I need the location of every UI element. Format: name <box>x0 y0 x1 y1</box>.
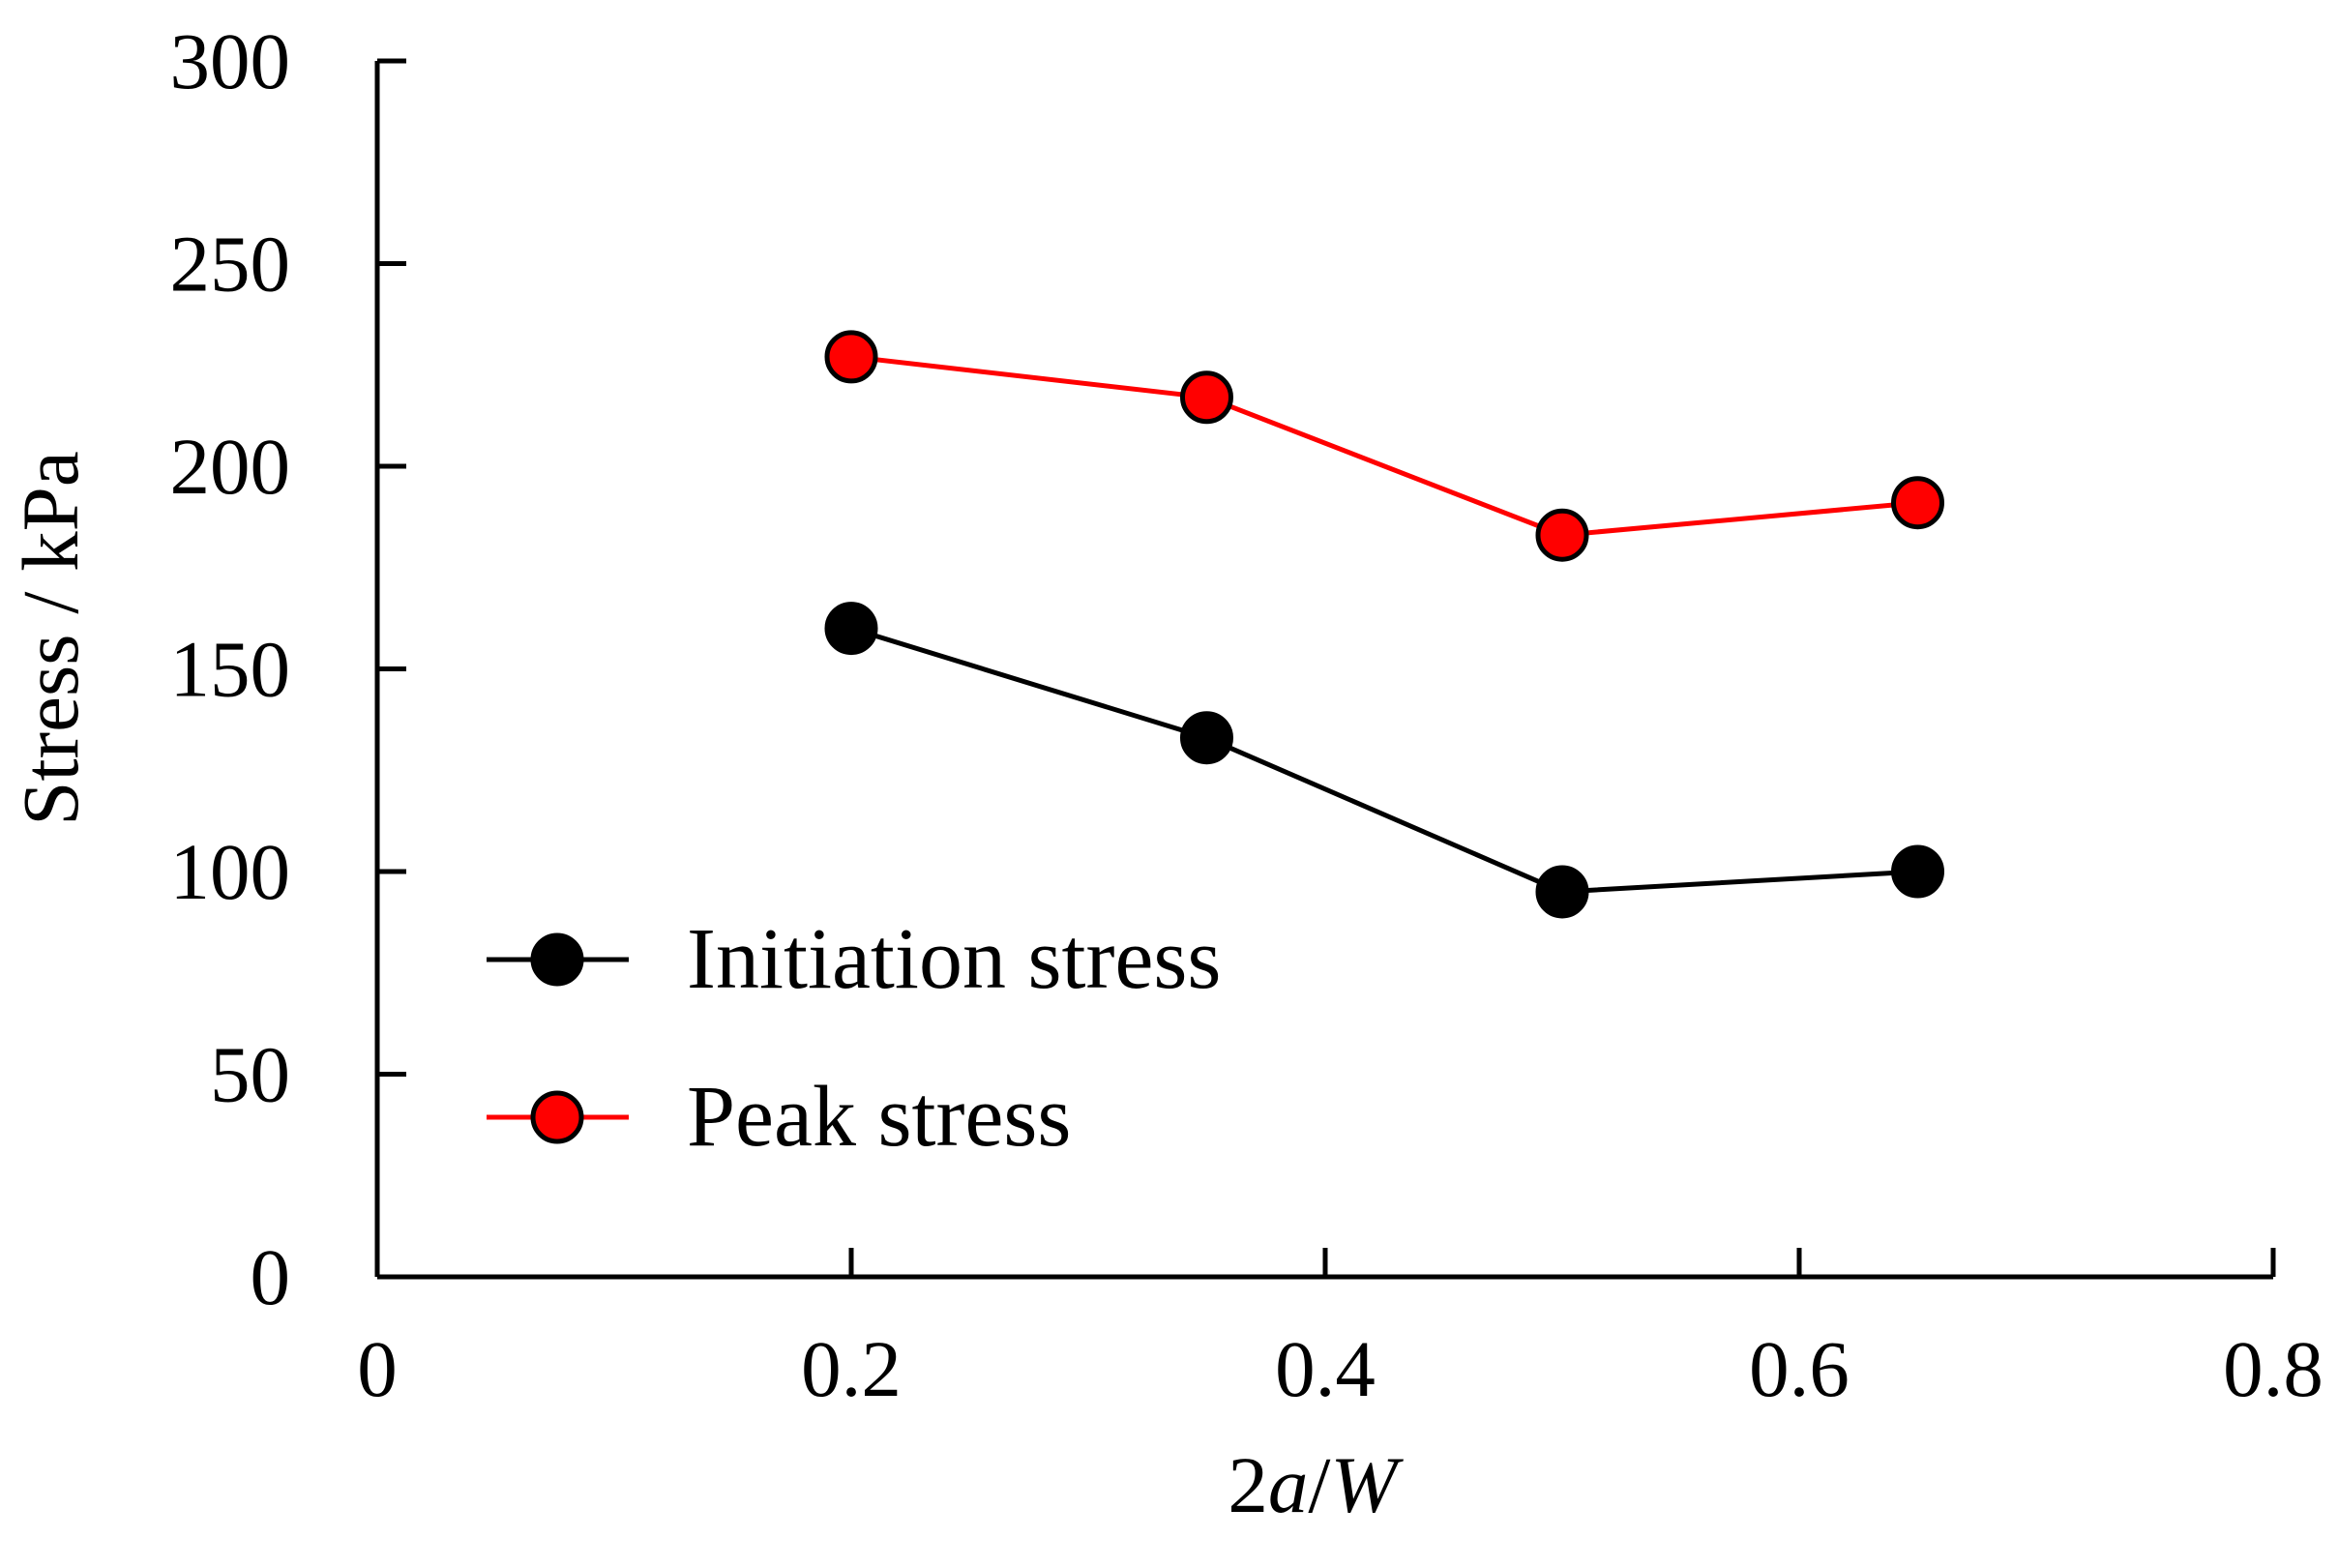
series-layer <box>824 330 1944 919</box>
y-axis-title: Stress / kPa <box>6 451 95 825</box>
legend-marker-initiation <box>530 932 584 987</box>
y-tick-label: 0 <box>251 1232 291 1321</box>
x-axis-title: 2a/W <box>1228 1440 1404 1529</box>
series-line-0 <box>850 626 1918 895</box>
legend-label-initiation: Initiation stress <box>687 911 1221 1007</box>
y-tick-label: 50 <box>210 1030 290 1119</box>
x-tick-label: 0.6 <box>1749 1324 1850 1413</box>
x-axis-title-var-a: a <box>1268 1440 1309 1529</box>
legend-item-initiation: Initiation stress <box>487 911 1221 1007</box>
series-line-1 <box>850 354 1918 538</box>
legend-marker-peak <box>530 1090 584 1144</box>
x-tick-label: 0.8 <box>2223 1324 2323 1413</box>
y-tick-label: 150 <box>170 625 291 714</box>
data-point-0-3 <box>1891 844 1944 899</box>
y-tick-label: 300 <box>170 16 291 105</box>
x-axis-ticks: 0 0.2 0.4 0.6 0.8 <box>357 1248 2323 1413</box>
x-axis-title-slash: / <box>1308 1440 1331 1529</box>
x-axis-title-prefix: 2 <box>1228 1440 1268 1529</box>
x-axis-title-var-w: W <box>1330 1440 1404 1529</box>
legend-label-peak: Peak stress <box>687 1069 1071 1165</box>
legend: Initiation stress Peak stress <box>487 911 1221 1165</box>
data-point-1-1 <box>1180 370 1233 425</box>
data-point-0-2 <box>1535 865 1589 919</box>
y-tick-label: 100 <box>170 827 291 916</box>
y-tick-label: 250 <box>170 220 291 309</box>
y-axis-ticks: 0 50 100 150 200 250 300 <box>170 16 406 1321</box>
data-point-1-0 <box>824 330 878 384</box>
data-point-1-3 <box>1891 476 1944 530</box>
x-tick-label: 0 <box>357 1324 398 1413</box>
data-point-0-0 <box>824 602 878 656</box>
data-point-1-2 <box>1535 508 1589 562</box>
data-point-0-1 <box>1180 711 1233 765</box>
x-tick-label: 0.2 <box>801 1324 902 1413</box>
y-tick-label: 200 <box>170 422 291 511</box>
axes <box>374 61 2273 1280</box>
legend-item-peak: Peak stress <box>487 1069 1071 1165</box>
x-tick-label: 0.4 <box>1275 1324 1376 1413</box>
